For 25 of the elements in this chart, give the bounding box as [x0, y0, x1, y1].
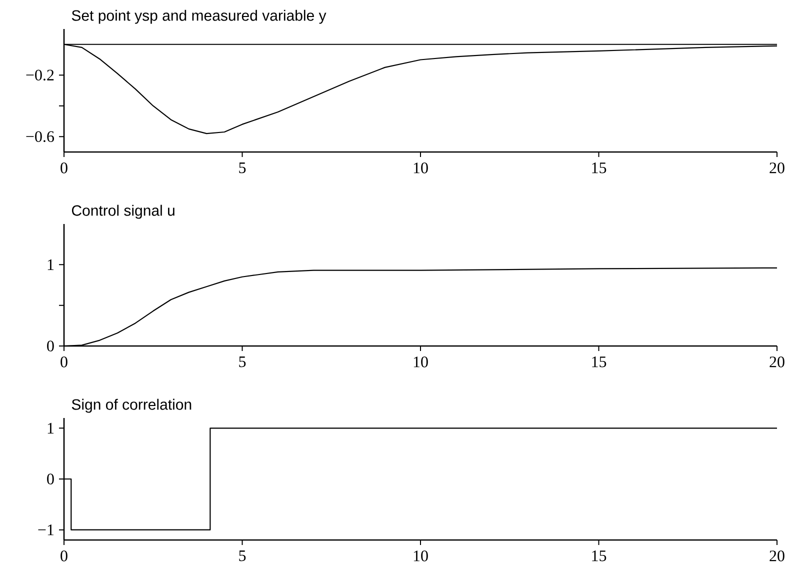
- x-tick-label: 10: [414, 356, 428, 368]
- x-tick-label: 20: [770, 550, 784, 562]
- x-tick-label: 5: [239, 550, 246, 562]
- x-tick-label: 5: [239, 356, 246, 368]
- y-tick-label: −0.6: [26, 131, 54, 142]
- x-tick-label: 0: [60, 356, 68, 368]
- x-tick-label: 15: [592, 356, 606, 368]
- x-tick-label: 10: [414, 162, 428, 174]
- y-tick-label: 0: [47, 340, 54, 352]
- x-tick-label: 0: [60, 162, 68, 174]
- x-tick-label: 10: [414, 550, 428, 562]
- x-tick-label: 0: [60, 550, 68, 562]
- x-tick-label: 5: [239, 162, 246, 174]
- y-tick-label: 1: [48, 259, 54, 270]
- y-tick-label: 1: [48, 422, 54, 434]
- chart-title: Set point ysp and measured variable y: [72, 10, 326, 24]
- x-tick-label: 15: [592, 550, 606, 562]
- x-tick-label: 20: [770, 162, 784, 174]
- y-tick-label: −0.2: [26, 70, 54, 81]
- x-tick-label: 20: [770, 356, 784, 368]
- y-tick-label: −1: [38, 524, 54, 536]
- chart-title: Control signal u: [72, 204, 174, 219]
- chart-title: Sign of correlation: [72, 398, 192, 413]
- y-tick-label: 0: [47, 474, 54, 484]
- x-tick-label: 15: [592, 162, 606, 174]
